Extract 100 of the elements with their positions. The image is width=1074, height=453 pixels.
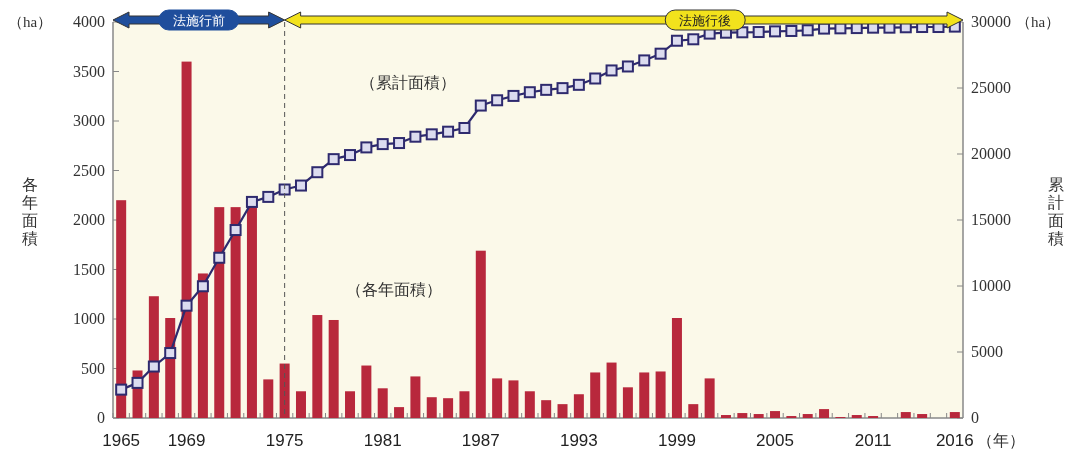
y2-tick-label: 0 (971, 409, 979, 426)
bar (279, 363, 290, 418)
bar (802, 414, 813, 418)
bar (263, 379, 274, 418)
bar (639, 372, 650, 418)
bar (590, 372, 601, 418)
bar (622, 387, 633, 418)
bar (770, 411, 781, 418)
y2-tick-label: 20000 (971, 145, 1011, 162)
bar (181, 61, 192, 418)
bar (116, 200, 127, 418)
point (196, 280, 209, 293)
point (556, 82, 569, 95)
bar (541, 400, 552, 418)
x-tick-label: 2011 (854, 431, 892, 450)
x-tick-label: 1965 (102, 431, 141, 450)
point (687, 33, 700, 46)
point (164, 347, 177, 360)
point (409, 130, 422, 143)
point (294, 179, 307, 192)
point (540, 83, 553, 96)
point (638, 54, 651, 67)
point (131, 376, 144, 389)
y2-tick-label: 15000 (971, 211, 1011, 228)
y2-axis-title: 累計面積 (1048, 176, 1064, 247)
bar (508, 380, 519, 418)
point (147, 360, 160, 373)
annotation: 法施行前 (172, 13, 225, 28)
series-label: （累計面積） (359, 73, 456, 91)
point (621, 60, 634, 73)
point (572, 78, 585, 91)
bar (688, 404, 699, 418)
x-tick-label: 1999 (658, 431, 696, 450)
point (393, 137, 406, 150)
y2-tick-label: 5000 (971, 343, 1003, 360)
point (769, 25, 782, 38)
x-tick-label: 1993 (559, 431, 598, 450)
bar (361, 365, 372, 418)
bar (295, 391, 306, 418)
point (229, 224, 242, 237)
point (425, 128, 438, 141)
point (180, 299, 193, 312)
point (474, 99, 487, 112)
bar (312, 315, 323, 418)
bar (230, 207, 241, 418)
point (245, 195, 258, 208)
bar (459, 391, 470, 418)
bar (377, 388, 388, 418)
point (523, 86, 536, 99)
y-tick-label: 500 (81, 359, 105, 377)
point (458, 122, 471, 134)
bar (214, 207, 225, 418)
y-tick-label: 2000 (73, 211, 105, 228)
point (311, 166, 324, 179)
bar (573, 394, 584, 418)
x-tick-label: 2005 (756, 431, 794, 450)
text: （ha） (1016, 14, 1061, 30)
bar (737, 413, 748, 418)
bar (851, 415, 862, 418)
bar (492, 378, 503, 418)
x-axis-title: （年） (976, 432, 1025, 449)
bar (949, 412, 960, 418)
point (801, 24, 814, 37)
y2-tick-label: 30000 (971, 13, 1011, 30)
point (507, 89, 520, 102)
bar (148, 296, 159, 418)
bar (475, 250, 486, 418)
y2-tick-label: 10000 (971, 277, 1011, 294)
bar (753, 414, 764, 418)
point (115, 383, 128, 396)
bar (394, 407, 405, 418)
y-tick-label: 1000 (73, 310, 105, 327)
y-axis-title: 各年面積 (22, 176, 38, 247)
y-tick-label: 1500 (73, 260, 105, 278)
bar (524, 391, 535, 418)
y2-tick-label: 25000 (971, 79, 1011, 96)
series-label: （各年面積） (346, 281, 443, 299)
annotation: 法施行後 (679, 13, 732, 28)
x-tick-label: 1981 (363, 431, 402, 450)
bar (704, 378, 715, 418)
point (262, 190, 275, 203)
bar (606, 362, 617, 418)
point (278, 183, 291, 196)
x-tick-label: 1975 (265, 431, 304, 450)
bar (671, 318, 682, 418)
bar (443, 398, 454, 418)
point (213, 251, 226, 264)
x-tick-label: 2016 (935, 431, 974, 450)
y-tick-label: 2500 (73, 161, 105, 179)
bar (557, 404, 568, 418)
y-tick-label: 0 (97, 409, 105, 426)
bar (328, 319, 339, 418)
point (376, 138, 389, 151)
point (344, 149, 357, 162)
point (442, 125, 455, 138)
bar (246, 207, 257, 418)
bar (426, 397, 437, 418)
point (491, 94, 504, 107)
point (605, 64, 618, 77)
point (327, 153, 340, 166)
